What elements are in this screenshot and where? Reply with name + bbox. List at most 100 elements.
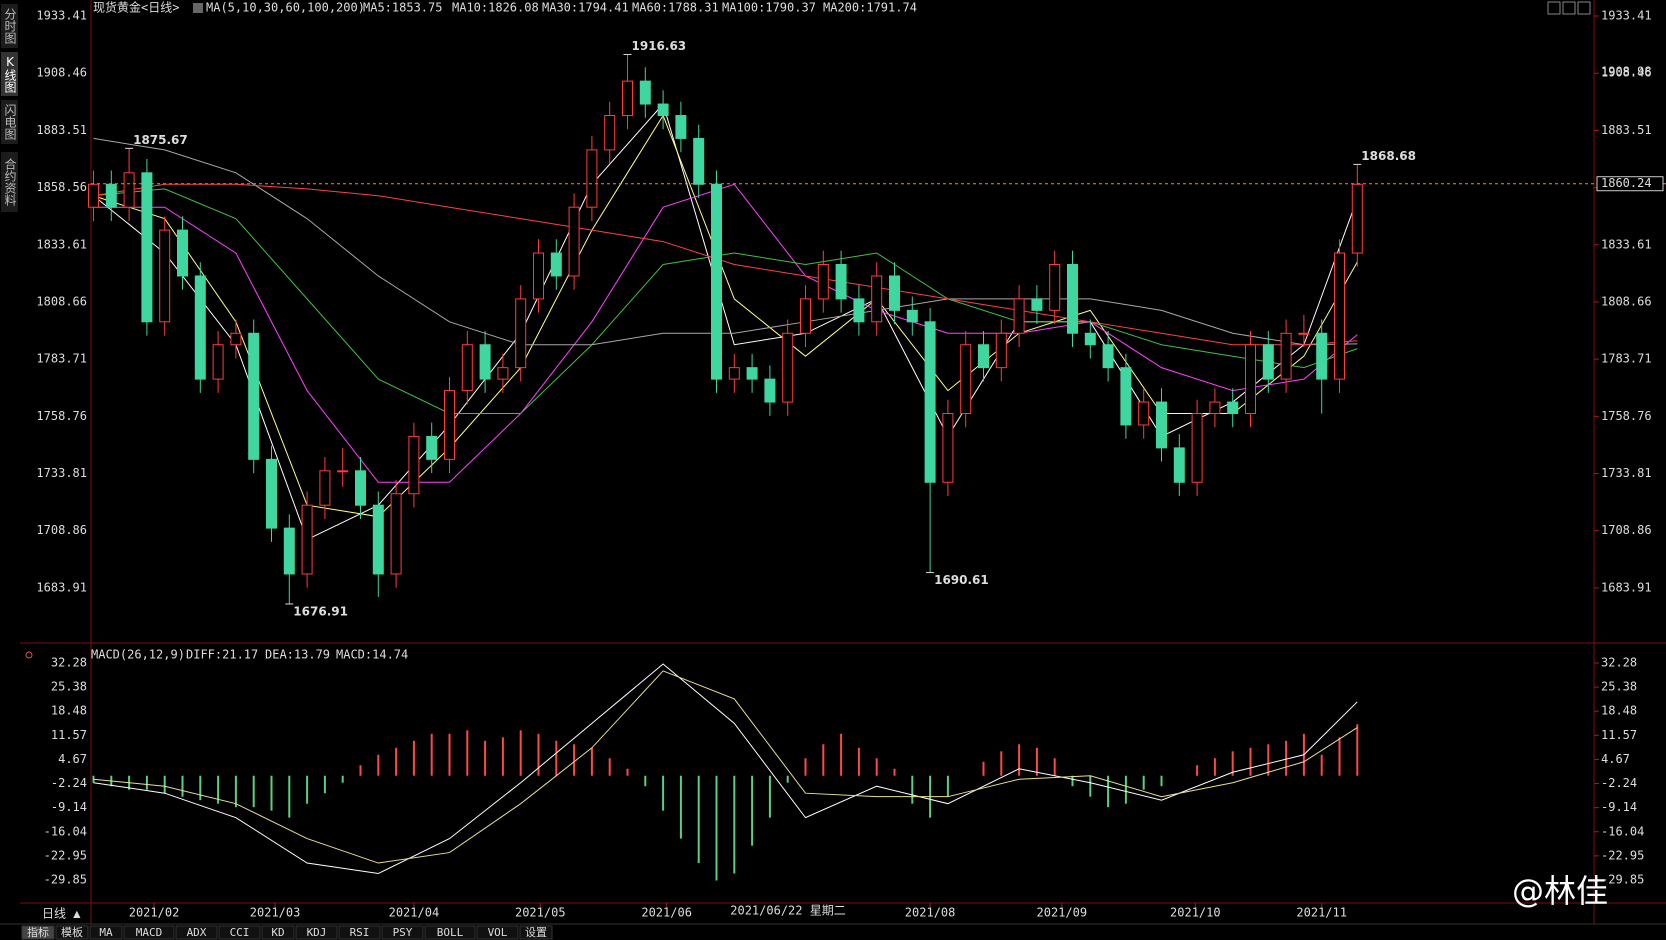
candle-body xyxy=(746,367,758,380)
x-tick-label: 2021/09 xyxy=(1037,906,1088,920)
tab[interactable] xyxy=(476,925,519,940)
legend-entry: DIFF:21.17 xyxy=(186,648,258,662)
window-button[interactable] xyxy=(1562,1,1576,15)
y-tick-label: 32.28 xyxy=(1601,655,1637,669)
candle-body xyxy=(159,229,171,323)
tab[interactable] xyxy=(381,925,424,940)
tab-label[interactable]: MACD xyxy=(136,926,163,939)
x-tick-label: 2021/04 xyxy=(389,906,440,920)
tab-label[interactable]: KDJ xyxy=(307,926,327,939)
tab-label[interactable]: 指标 xyxy=(27,925,49,939)
tab-label[interactable]: RSI xyxy=(350,926,370,939)
candle-body xyxy=(444,390,455,460)
tab-label[interactable]: 模板 xyxy=(61,925,83,939)
legend-entry: MA100:1790.37 xyxy=(722,1,816,15)
candle-body xyxy=(248,332,260,460)
side-tab[interactable]: 闪电图 xyxy=(1,100,18,144)
candle-body xyxy=(675,115,687,139)
legend-entry: MA60:1788.31 xyxy=(632,1,719,15)
y-tick-label: -22.95 xyxy=(44,848,87,862)
tab-label[interactable]: PSY xyxy=(393,926,413,939)
y-tick-label: 1758.76 xyxy=(36,409,87,423)
y-tick-label: 1733.81 xyxy=(36,466,87,480)
tab-label[interactable]: VOL xyxy=(488,926,508,939)
y-tick-label: 1808.66 xyxy=(1601,294,1652,308)
candle-body xyxy=(817,264,829,300)
x-tick-label: 2021/05 xyxy=(515,906,566,920)
y-tick-label: 25.38 xyxy=(1601,680,1637,694)
candle-body xyxy=(105,183,117,208)
tab[interactable] xyxy=(55,925,89,940)
candle-body xyxy=(1280,332,1292,380)
tab-label[interactable]: BOLL xyxy=(437,926,464,939)
candle-body xyxy=(408,435,420,495)
x-tick-label: 2021/10 xyxy=(1170,906,1221,920)
tab[interactable] xyxy=(338,925,381,940)
tab[interactable] xyxy=(123,925,175,940)
annotation: 1916.63 xyxy=(632,39,687,53)
candle-body xyxy=(177,229,188,277)
candle-body xyxy=(1298,332,1310,335)
window-button[interactable] xyxy=(1577,1,1591,15)
candle-body xyxy=(995,332,1007,369)
y-tick-label: -2.24 xyxy=(51,776,87,790)
candle-body xyxy=(693,137,705,185)
period[interactable]: 日线 ▲ xyxy=(42,907,81,921)
candle-body xyxy=(871,275,883,323)
y-tick-label: 18.48 xyxy=(1601,704,1637,718)
y-tick-label: 18.48 xyxy=(51,704,87,718)
tab[interactable] xyxy=(218,925,261,940)
candle-body xyxy=(835,264,847,300)
candle-body xyxy=(283,527,295,575)
side-tab[interactable]: K线图 xyxy=(1,52,18,96)
y-tick-label: -16.04 xyxy=(1601,824,1644,838)
y-tick-label: 1883.51 xyxy=(36,123,87,137)
y-tick-label: 1683.91 xyxy=(1601,580,1652,594)
tab-label[interactable]: 设置 xyxy=(525,926,547,939)
annotation: 1690.61 xyxy=(934,573,989,587)
tab[interactable] xyxy=(519,925,553,940)
x-tick-label: 2021/02 xyxy=(129,906,180,920)
y-tick-label: 1708.86 xyxy=(1601,523,1652,537)
candle-body xyxy=(960,344,972,415)
candle-body xyxy=(906,309,918,323)
tab[interactable] xyxy=(295,925,338,940)
candle-body xyxy=(1120,367,1132,426)
ma-params: MA(5,10,30,60,100,200) xyxy=(206,1,365,15)
candle-body xyxy=(800,298,811,334)
tab[interactable] xyxy=(89,925,123,940)
y-tick-label: -16.04 xyxy=(44,824,87,838)
side-tab[interactable]: 合约资料 xyxy=(1,152,18,212)
ma-line xyxy=(93,188,1358,415)
side-tab[interactable]: 分时图 xyxy=(1,4,18,48)
y-tick-label: -2.24 xyxy=(1601,776,1637,790)
tab-label[interactable]: CCI xyxy=(230,926,250,939)
candle-body xyxy=(1173,447,1185,483)
window-button[interactable] xyxy=(1547,1,1561,15)
y-tick-label: 1683.91 xyxy=(36,580,87,594)
candle-body xyxy=(1102,344,1114,369)
candle-body xyxy=(426,435,438,460)
tab[interactable] xyxy=(424,925,476,940)
macd-title: MACD(26,12,9) xyxy=(91,648,185,662)
candle-body xyxy=(266,458,277,529)
candle-body xyxy=(1209,401,1221,415)
tab-label[interactable]: MA xyxy=(99,926,113,939)
y-tick-label: 11.57 xyxy=(1601,728,1637,742)
legend-entry: MA5:1853.75 xyxy=(363,1,442,15)
tab[interactable] xyxy=(261,925,295,940)
y-tick-label: 1758.76 xyxy=(1601,409,1652,423)
tab-label[interactable]: KD xyxy=(271,926,284,939)
candle-body xyxy=(1138,401,1150,426)
candle-body xyxy=(1031,298,1043,311)
tab-label[interactable]: ADX xyxy=(187,926,207,939)
y-tick-label: 1833.61 xyxy=(36,237,87,251)
tab[interactable] xyxy=(175,925,218,940)
tab[interactable] xyxy=(21,925,55,940)
candle-body xyxy=(639,80,651,105)
watermark: @林佳 xyxy=(1512,872,1609,910)
candle-body xyxy=(1262,344,1274,380)
